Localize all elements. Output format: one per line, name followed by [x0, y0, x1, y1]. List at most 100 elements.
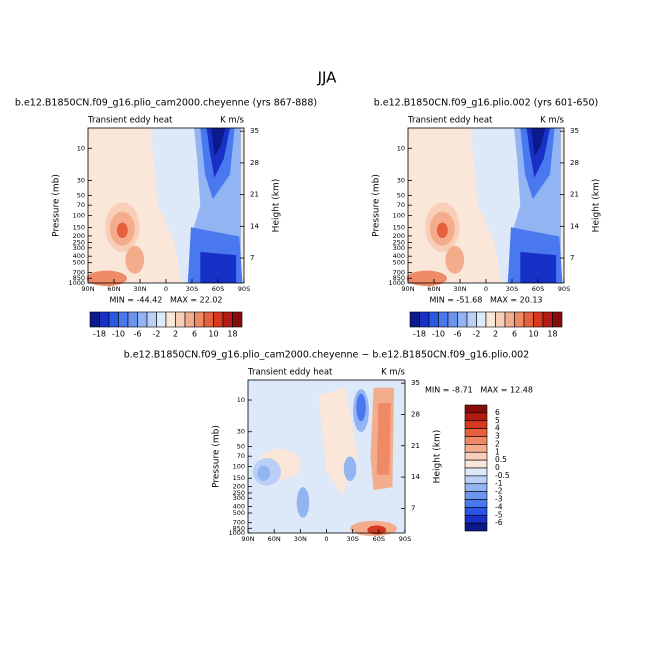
field-contour — [257, 465, 270, 481]
y2-tick-label: 21 — [250, 191, 259, 199]
colorbar-box — [464, 420, 488, 429]
colorbar-box — [466, 311, 477, 328]
x-tick-label: 30S — [346, 535, 358, 543]
y2-tick-label: 21 — [570, 191, 579, 199]
colorbar-box — [464, 428, 488, 437]
field-contour — [531, 128, 546, 156]
y2-tick-label: 35 — [570, 127, 579, 135]
colorbar-box — [464, 514, 488, 524]
colorbar-box — [464, 444, 488, 453]
y-tick-label: 500 — [393, 259, 405, 267]
colorbar-label: -6 — [495, 518, 503, 527]
colorbar-box — [127, 311, 138, 328]
colorbar-label: 0.5 — [495, 455, 507, 464]
field-contour — [206, 128, 230, 178]
x-tick-label: 0 — [484, 285, 488, 293]
colorbar-box — [118, 311, 129, 328]
panel-title: b.e12.B1850CN.f09_g16.plio_cam2000.cheye… — [15, 98, 317, 109]
min-max-stats: MIN = -8.71 MAX = 12.48 — [425, 386, 533, 395]
x-tick-label: 90N — [241, 535, 254, 543]
y2-tick-label: 28 — [570, 159, 579, 167]
colorbar-box — [438, 311, 449, 328]
colorbar-box — [222, 311, 233, 328]
y-tick-label: 1000 — [388, 279, 405, 287]
colorbar-box — [108, 311, 119, 328]
y-tick-label: 500 — [73, 259, 85, 267]
y-tick-label: 250 — [393, 238, 405, 246]
colorbar-label: -18 — [93, 330, 106, 339]
x-tick-label: 90S — [399, 535, 411, 543]
colorbar-box — [156, 311, 167, 328]
colorbar-box — [514, 311, 525, 328]
y-tick-label: 150 — [393, 224, 405, 232]
colorbar-label: -3 — [495, 495, 503, 504]
colorbar-box — [447, 311, 458, 328]
y-tick-label: 70 — [77, 201, 85, 209]
colorbar-label: 3 — [495, 432, 500, 441]
y2-tick-label: 28 — [250, 159, 259, 167]
colorbar-label: -0.5 — [495, 471, 510, 480]
y2-tick-label: 35 — [250, 127, 259, 135]
field-contour — [520, 252, 557, 283]
min-max-stats: MIN = -51.68 MAX = 20.13 — [430, 296, 543, 305]
y2-tick-label: 7 — [570, 254, 574, 262]
colorbar-label: -4 — [495, 502, 503, 511]
y-tick-label: 250 — [233, 489, 245, 497]
x-tick-label: 30N — [133, 285, 146, 293]
y2-tick-label: 21 — [411, 442, 420, 450]
x-tick-label: 60S — [532, 285, 544, 293]
y-tick-label: 150 — [73, 224, 85, 232]
y-tick-label: 1000 — [68, 279, 85, 287]
colorbar-label: 6 — [512, 330, 517, 339]
colorbar-box — [184, 311, 195, 328]
colorbar-label: -5 — [495, 510, 503, 519]
colorbar-label: -2 — [473, 330, 481, 339]
y2-tick-label: 14 — [250, 222, 259, 230]
colorbar-label: 2 — [493, 330, 498, 339]
y-tick-label: 400 — [393, 252, 405, 260]
colorbar-box — [89, 311, 100, 328]
colorbar-box — [464, 522, 488, 532]
y2-tick-label: 7 — [411, 504, 415, 512]
colorbar-box — [485, 311, 496, 328]
colorbar-label: 6 — [192, 330, 197, 339]
field-contour — [526, 128, 550, 178]
colorbar-box — [137, 311, 148, 328]
y-axis-label: Pressure (mb) — [52, 174, 62, 237]
y-tick-label: 300 — [233, 494, 245, 502]
x-tick-label: 90S — [238, 285, 250, 293]
colorbar-label: 18 — [547, 330, 557, 339]
colorbar-label: -6 — [134, 330, 142, 339]
colorbar-box — [464, 467, 488, 477]
field-contour — [356, 393, 366, 422]
colorbar-label: 4 — [495, 424, 500, 433]
colorbar-box — [146, 311, 157, 328]
y-tick-label: 50 — [77, 191, 85, 199]
x-tick-label: 90S — [558, 285, 570, 293]
colorbar-box — [99, 311, 110, 328]
colorbar-label: 2 — [495, 439, 500, 448]
colorbar-label: 5 — [495, 416, 500, 425]
y-axis-label: Pressure (mb) — [212, 425, 222, 488]
field-contour — [200, 252, 237, 283]
y-tick-label: 200 — [73, 232, 85, 240]
y-tick-label: 70 — [397, 201, 405, 209]
colorbar-label: -2 — [495, 487, 503, 496]
colorbar-box — [523, 311, 534, 328]
colorbar-label: 1 — [495, 447, 500, 456]
y2-tick-label: 14 — [570, 222, 579, 230]
y-tick-label: 400 — [73, 252, 85, 260]
y-tick-label: 100 — [73, 212, 85, 220]
field-contour — [296, 487, 310, 518]
y-tick-label: 10 — [77, 144, 85, 152]
y2-tick-label: 14 — [411, 473, 420, 481]
colorbar-box — [232, 311, 243, 328]
panel-title: b.e12.B1850CN.f09_g16.plio_cam2000.cheye… — [124, 350, 529, 361]
y2-axis-label: Height (km) — [272, 179, 282, 233]
field-contour — [445, 245, 465, 274]
field-contour — [406, 270, 447, 287]
x-tick-label: 90N — [81, 285, 94, 293]
colorbar-label: 0 — [495, 463, 500, 472]
colorbar-box — [504, 311, 515, 328]
